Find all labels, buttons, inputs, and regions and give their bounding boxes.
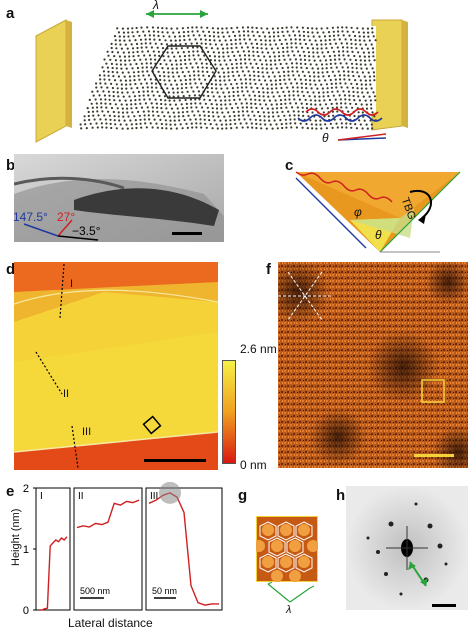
panel-b-figure — [13, 154, 224, 242]
panel-d-label: d — [6, 261, 16, 278]
panel-c-figure — [290, 158, 470, 256]
angle-blue-label: 147.5° — [13, 210, 48, 224]
stm-image — [278, 262, 468, 468]
subpanel-frame — [73, 487, 143, 611]
subpanel-frame — [35, 487, 71, 611]
moire-lattice — [79, 26, 377, 130]
lambda-label-g: λ — [286, 604, 292, 616]
peak-highlight — [159, 481, 181, 504]
line-label-I: I — [70, 278, 74, 290]
subpanel-frame — [145, 487, 223, 611]
theta-label-a: θ — [322, 131, 329, 145]
profile-line-2 — [76, 499, 140, 529]
panel-c-label: c — [285, 157, 294, 174]
lambda-label-a: λ — [153, 0, 159, 12]
chart-xlabel: Lateral distance — [68, 616, 153, 630]
subpanel-label: II — [78, 491, 84, 502]
y-tick-label: 1 — [23, 544, 29, 556]
panel-a-label: a — [6, 5, 15, 22]
fft-image — [346, 486, 468, 610]
panel-g-label: g — [238, 487, 248, 504]
colorbar-min-label: 0 nm — [240, 458, 267, 472]
height-profile-chart: 2 1 0 I II III 500 nm 50 nm — [0, 481, 236, 630]
scalebar-500nm-label: 500 nm — [80, 586, 110, 596]
panel-a-figure — [28, 6, 468, 156]
chart-ylabel: Height (nm) — [10, 508, 22, 566]
colorbar — [222, 360, 236, 464]
scalebar-50nm-label: 50 nm — [152, 586, 177, 596]
angle-black-label: −3.5° — [72, 224, 101, 238]
line-label-III: III — [82, 426, 92, 438]
zoom-lattice — [253, 515, 319, 583]
subpanel-label: I — [40, 491, 43, 502]
afm-map — [13, 262, 219, 470]
phi-label: φ — [354, 205, 362, 219]
theta-label-c: θ — [375, 228, 382, 242]
subpanel-label: III — [150, 491, 158, 502]
y-tick-label: 0 — [23, 605, 29, 617]
profile-line-1 — [39, 536, 68, 611]
panel-h-label: h — [336, 487, 346, 504]
lambda-bracket — [266, 581, 316, 610]
y-tick-label: 2 — [23, 483, 29, 495]
panel-e-label: e — [6, 483, 15, 500]
line-label-II: II — [63, 388, 70, 400]
panel-b-label: b — [6, 157, 16, 174]
angle-red-label: 27° — [57, 210, 76, 224]
panel-f-label: f — [266, 261, 271, 278]
colorbar-max-label: 2.6 nm — [240, 342, 277, 356]
